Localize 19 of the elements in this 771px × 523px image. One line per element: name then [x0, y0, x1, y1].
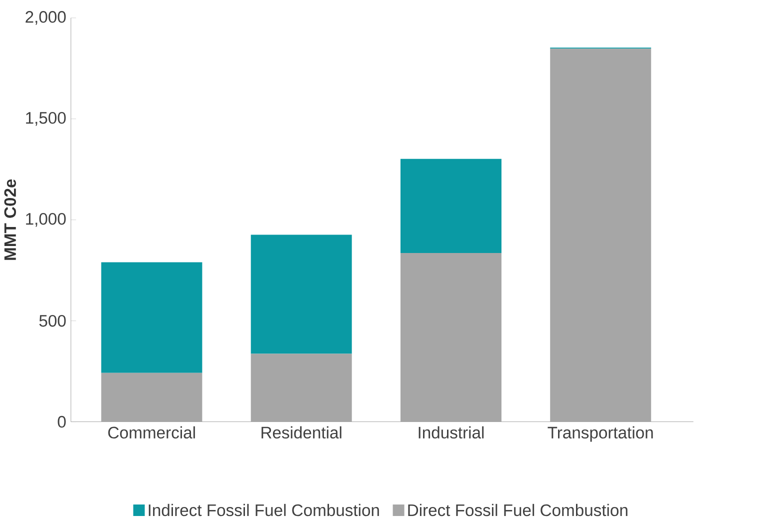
y-axis-title: MMT C02e [4, 179, 16, 260]
bar [101, 372, 202, 422]
y-tick-label: 0 [58, 416, 66, 428]
bar [400, 158, 502, 253]
bar [550, 48, 652, 422]
legend-label: Direct Fossil Fuel Combustion [408, 504, 628, 516]
bar [250, 234, 352, 354]
y-tick-label: 1,500 [26, 112, 66, 126]
bar [400, 252, 502, 422]
x-tick-label: Commercial [108, 426, 195, 439]
legend-label: Indirect Fossil Fuel Combustion [148, 504, 379, 516]
bar [250, 354, 352, 422]
y-tick-label: 1,000 [26, 212, 66, 227]
y-tick-label: 2,000 [26, 11, 66, 25]
y-tick-label: 500 [39, 314, 66, 327]
x-tick-label: Industrial [418, 426, 484, 439]
x-tick-label: Transportation [548, 426, 653, 442]
x-tick-label: Residential [262, 426, 342, 439]
bar [101, 262, 202, 373]
